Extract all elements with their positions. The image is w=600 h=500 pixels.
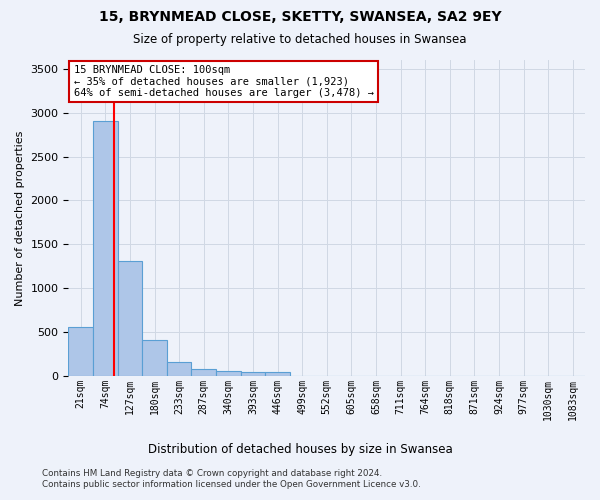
Text: Contains public sector information licensed under the Open Government Licence v3: Contains public sector information licen… — [42, 480, 421, 489]
Bar — [216, 372, 241, 376]
Bar — [68, 327, 93, 376]
Text: 15 BRYNMEAD CLOSE: 100sqm
← 35% of detached houses are smaller (1,923)
64% of se: 15 BRYNMEAD CLOSE: 100sqm ← 35% of detac… — [74, 64, 374, 98]
Bar — [142, 340, 167, 376]
Text: Distribution of detached houses by size in Swansea: Distribution of detached houses by size … — [148, 442, 452, 456]
Y-axis label: Number of detached properties: Number of detached properties — [15, 130, 25, 306]
Bar — [265, 372, 290, 376]
Bar — [167, 362, 191, 376]
Bar — [118, 261, 142, 376]
Text: Contains HM Land Registry data © Crown copyright and database right 2024.: Contains HM Land Registry data © Crown c… — [42, 468, 382, 477]
Text: 15, BRYNMEAD CLOSE, SKETTY, SWANSEA, SA2 9EY: 15, BRYNMEAD CLOSE, SKETTY, SWANSEA, SA2… — [98, 10, 502, 24]
Bar — [93, 122, 118, 376]
Bar — [191, 369, 216, 376]
Bar — [241, 372, 265, 376]
Text: Size of property relative to detached houses in Swansea: Size of property relative to detached ho… — [133, 32, 467, 46]
